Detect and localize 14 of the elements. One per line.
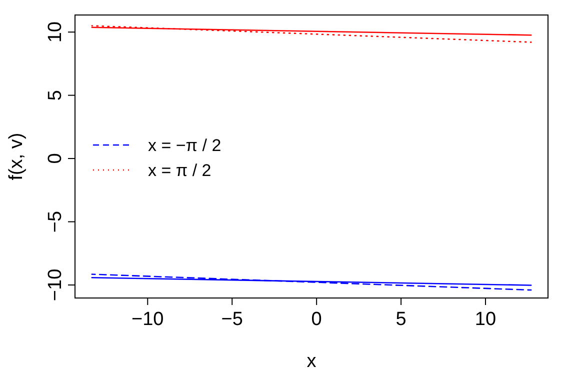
y-tick-label: 10 bbox=[45, 22, 66, 43]
y-tick-label: 0 bbox=[45, 153, 66, 164]
y-tick-label: −10 bbox=[45, 268, 66, 302]
x-axis-title: x bbox=[306, 351, 317, 372]
x-tick-label: 0 bbox=[311, 309, 322, 330]
y-axis-title: f(x, v) bbox=[6, 132, 27, 180]
legend-label: x = −π / 2 bbox=[148, 136, 222, 155]
x-tick-label: 10 bbox=[474, 309, 496, 330]
y-tick-label: −5 bbox=[45, 210, 66, 233]
x-tick-label: −10 bbox=[132, 309, 164, 330]
legend-label: x = π / 2 bbox=[148, 161, 212, 180]
y-tick-label: 5 bbox=[45, 90, 66, 101]
x-tick-label: −5 bbox=[221, 309, 243, 330]
x-tick-label: 5 bbox=[396, 309, 406, 330]
